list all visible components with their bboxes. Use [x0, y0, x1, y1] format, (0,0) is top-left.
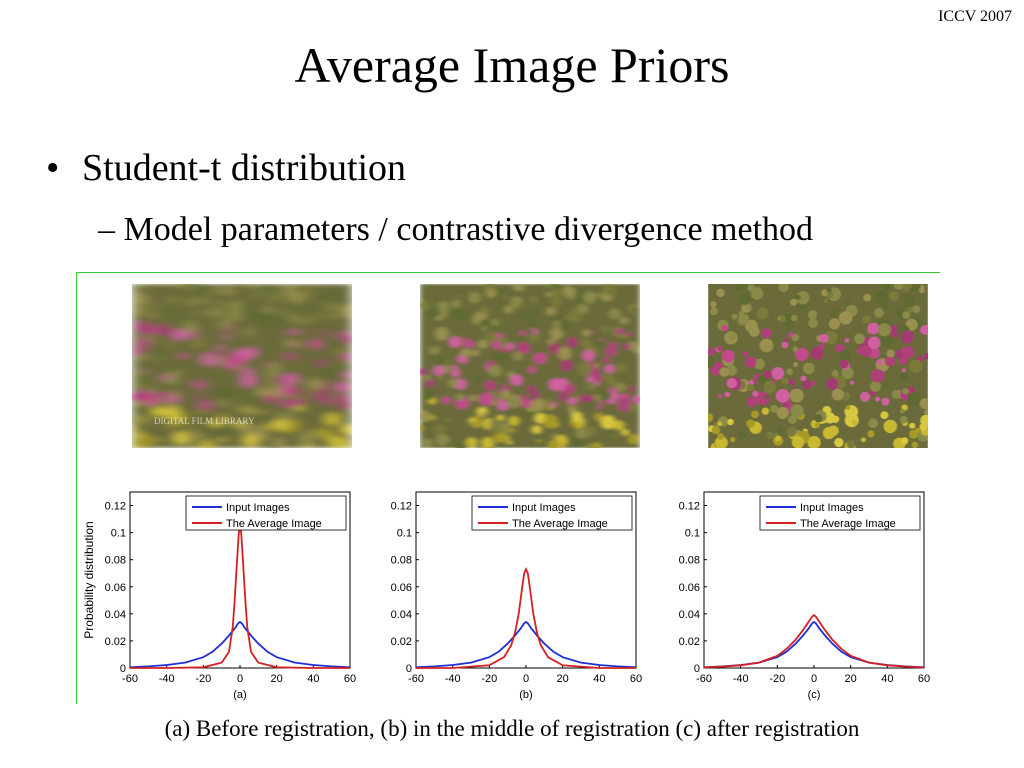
bullet-dot: • — [46, 147, 60, 189]
y-tick-label: 0.06 — [679, 582, 700, 594]
photo-mid-registration — [420, 284, 640, 448]
x-tick-label: 0 — [523, 673, 529, 685]
sub-bullet-item: – Model parameters / contrastive diverge… — [98, 211, 813, 249]
y-tick-label: 0 — [694, 663, 700, 675]
chart-mid-registration: -60 -40 -20 0 20 40 60 0 0.02 0.04 0.06 0.08 0.1 0.12… — [391, 491, 642, 701]
slide-title: Average Image Priors — [294, 37, 730, 93]
photo-before-registration: DIGITAL FILM LIBRARY — [132, 284, 352, 448]
legend-label: The Average Image — [800, 518, 896, 530]
x-tick-label: 60 — [630, 673, 642, 685]
x-tick-label: -60 — [696, 673, 712, 685]
venue-label: ICCV 2007 — [938, 8, 1012, 25]
y-tick-label: 0.08 — [391, 555, 412, 567]
y-tick-label: 0.1 — [397, 528, 412, 540]
x-tick-label: -20 — [769, 673, 785, 685]
y-tick-label: 0.02 — [105, 636, 126, 648]
x-tick-label: -40 — [733, 673, 749, 685]
x-tick-label: 40 — [881, 673, 893, 685]
series-line — [416, 567, 636, 669]
y-tick-label: 0.04 — [679, 609, 700, 621]
series-line — [415, 620, 637, 669]
panel-label: (b) — [519, 689, 532, 701]
legend-box — [759, 495, 921, 531]
x-tick-label: 40 — [307, 673, 319, 685]
x-tick-label: -40 — [445, 673, 461, 685]
y-tick-label: 0.1 — [111, 528, 126, 540]
x-tick-label: 20 — [845, 673, 857, 685]
panel-label: (c) — [808, 689, 821, 701]
x-tick-label: 0 — [811, 673, 817, 685]
legend-label: The Average Image — [512, 518, 608, 530]
flower-field-image — [420, 284, 640, 448]
y-tick-label: 0.02 — [679, 636, 700, 648]
x-tick-label: 60 — [918, 673, 930, 685]
legend-label: Input Images — [800, 502, 864, 514]
x-tick-label: -60 — [122, 673, 138, 685]
series-line — [703, 614, 925, 669]
sub-bullet-text: Model parameters / contrastive divergenc… — [123, 211, 814, 248]
x-tick-label: -20 — [195, 673, 211, 685]
x-tick-label: -60 — [408, 673, 424, 685]
x-tick-label: 20 — [271, 673, 283, 685]
y-tick-label: 0.04 — [105, 609, 126, 621]
x-tick-label: 40 — [593, 673, 605, 685]
chart-after-registration: -60 -40 -20 0 20 40 60 0 0.02 0.04 0.06 0.08 0.1 0.12… — [679, 491, 930, 701]
y-tick-label: 0.12 — [105, 501, 126, 513]
panel-label: (a) — [233, 689, 246, 701]
y-tick-label: 0 — [120, 663, 126, 675]
y-tick-label: 0.08 — [679, 555, 700, 567]
y-tick-label: 0.08 — [105, 555, 126, 567]
y-tick-label: 0.02 — [391, 636, 412, 648]
y-tick-label: 0.1 — [685, 528, 700, 540]
legend-label: Input Images — [226, 502, 290, 514]
legend-label: The Average Image — [226, 518, 322, 530]
x-tick-label: 60 — [344, 673, 356, 685]
flower-field-image — [708, 284, 928, 448]
y-axis-label: Probability distribution — [82, 521, 96, 638]
y-tick-label: 0.06 — [105, 582, 126, 594]
x-tick-label: -40 — [159, 673, 175, 685]
figure-panel — [76, 272, 940, 704]
y-tick-label: 0 — [406, 663, 412, 675]
y-tick-label: 0.04 — [391, 609, 412, 621]
y-tick-label: 0.12 — [679, 501, 700, 513]
x-tick-label: 20 — [557, 673, 569, 685]
x-tick-label: 0 — [237, 673, 243, 685]
sub-bullet-dash: – — [98, 211, 124, 248]
series-line — [129, 620, 351, 669]
chart-before-registration: -60 -40 -20 0 20 40 60 0 0.02 0.04 0.06 0.08 0.1 0.12… — [82, 491, 356, 701]
y-tick-label: 0.06 — [391, 582, 412, 594]
legend-label: Input Images — [512, 502, 576, 514]
legend-box — [185, 495, 347, 531]
watermark-text: DIGITAL FILM LIBRARY — [154, 416, 255, 426]
legend-box — [471, 495, 633, 531]
photo-after-registration — [708, 284, 928, 448]
bullet-item: • Student-t distribution — [46, 146, 406, 190]
x-tick-label: -20 — [481, 673, 497, 685]
y-tick-label: 0.12 — [391, 501, 412, 513]
figure-caption: (a) Before registration, (b) in the midd… — [164, 716, 860, 741]
bullet-text: Student-t distribution — [82, 147, 407, 189]
flower-field-image: DIGITAL FILM LIBRARY — [132, 284, 352, 448]
